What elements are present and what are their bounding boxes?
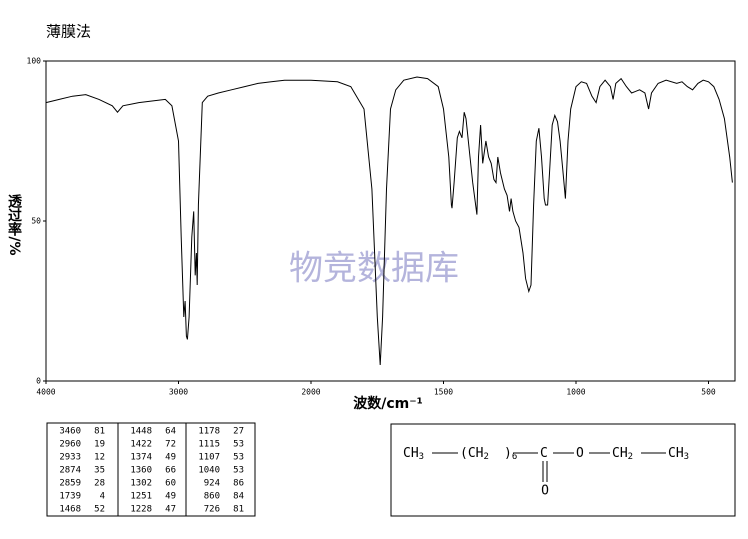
peak-transmittance: 53: [233, 440, 244, 450]
formula-carbonyl: O: [541, 484, 549, 499]
formula-sub: 3: [419, 452, 424, 462]
peak-wavenumber: 1228: [130, 505, 152, 515]
peak-wavenumber: 2859: [59, 479, 81, 489]
x-tick-label: 4000: [36, 388, 55, 397]
peak-transmittance: 86: [233, 479, 244, 489]
formula-sub: 2: [483, 452, 488, 462]
y-tick-label: 50: [31, 217, 41, 226]
formula-group: )6: [504, 446, 517, 462]
x-tick-label: 2000: [301, 388, 320, 397]
peak-wavenumber: 1374: [130, 453, 152, 463]
peak-transmittance: 49: [165, 492, 176, 502]
peak-transmittance: 49: [165, 453, 176, 463]
peak-transmittance: 66: [165, 466, 176, 476]
peak-transmittance: 12: [94, 453, 105, 463]
peak-transmittance: 4: [100, 492, 105, 502]
formula-main: CH: [668, 446, 684, 461]
peak-wavenumber: 1448: [130, 427, 152, 437]
peak-transmittance: 28: [94, 479, 105, 489]
y-tick-label: 100: [27, 57, 42, 66]
y-axis-label: 透过率/%: [6, 194, 22, 255]
peak-wavenumber: 1115: [198, 440, 220, 450]
x-tick-label: 1500: [434, 388, 453, 397]
peak-transmittance: 81: [94, 427, 105, 437]
peak-wavenumber: 2933: [59, 453, 81, 463]
peak-transmittance: 19: [94, 440, 105, 450]
peak-wavenumber: 726: [204, 505, 220, 515]
peak-wavenumber: 1422: [130, 440, 152, 450]
formula-group: (CH2: [460, 446, 489, 462]
peak-wavenumber: 2960: [59, 440, 81, 450]
peak-wavenumber: 1178: [198, 427, 220, 437]
chart-title: 薄膜法: [46, 23, 91, 41]
peak-wavenumber: 924: [204, 479, 220, 489]
formula-main: (CH: [460, 446, 483, 461]
peak-transmittance: 72: [165, 440, 176, 450]
peak-transmittance: 53: [233, 453, 244, 463]
formula-group: C: [540, 446, 548, 461]
peak-wavenumber: 1468: [59, 505, 81, 515]
peak-wavenumber: 1107: [198, 453, 220, 463]
formula-main: ): [504, 446, 512, 461]
formula-group: O: [576, 446, 584, 461]
formula-group: CH3: [668, 446, 689, 462]
formula-frame: [390, 423, 736, 517]
x-tick-label: 1000: [566, 388, 585, 397]
peak-wavenumber: 1360: [130, 466, 152, 476]
formula-bonds: [432, 452, 666, 482]
peak-transmittance: 60: [165, 479, 176, 489]
peak-wavenumber: 1739: [59, 492, 81, 502]
x-tick-label: 500: [701, 388, 716, 397]
peak-transmittance: 81: [233, 505, 244, 515]
formula-sub: 3: [684, 452, 689, 462]
peak-wavenumber: 2874: [59, 466, 81, 476]
formula-group: CH3: [403, 446, 424, 462]
peak-transmittance: 35: [94, 466, 105, 476]
peak-wavenumber: 1040: [198, 466, 220, 476]
peak-wavenumber: 860: [204, 492, 220, 502]
formula-main: CH: [403, 446, 419, 461]
formula-main: C: [540, 446, 548, 461]
formula-sub: 6: [512, 452, 517, 462]
formula-group: CH2: [612, 446, 633, 462]
watermark: 物竞数据库: [289, 249, 459, 289]
formula-main: CH: [612, 446, 628, 461]
peak-transmittance: 52: [94, 505, 105, 515]
peak-transmittance: 47: [165, 505, 176, 515]
spectrum-line: [45, 76, 733, 366]
peak-transmittance: 64: [165, 427, 176, 437]
x-tick-label: 3000: [169, 388, 188, 397]
formula-main: O: [576, 446, 584, 461]
y-tick-label: 0: [36, 377, 41, 386]
peak-transmittance: 53: [233, 466, 244, 476]
peak-transmittance: 27: [233, 427, 244, 437]
peak-wavenumber: 1302: [130, 479, 152, 489]
peak-transmittance: 84: [233, 492, 244, 502]
peak-wavenumber: 1251: [130, 492, 152, 502]
x-axis-label: 波数/cm⁻¹: [353, 395, 423, 412]
formula-sub: 2: [628, 452, 633, 462]
peak-wavenumber: 3460: [59, 427, 81, 437]
peak-table-frame: [46, 422, 256, 517]
